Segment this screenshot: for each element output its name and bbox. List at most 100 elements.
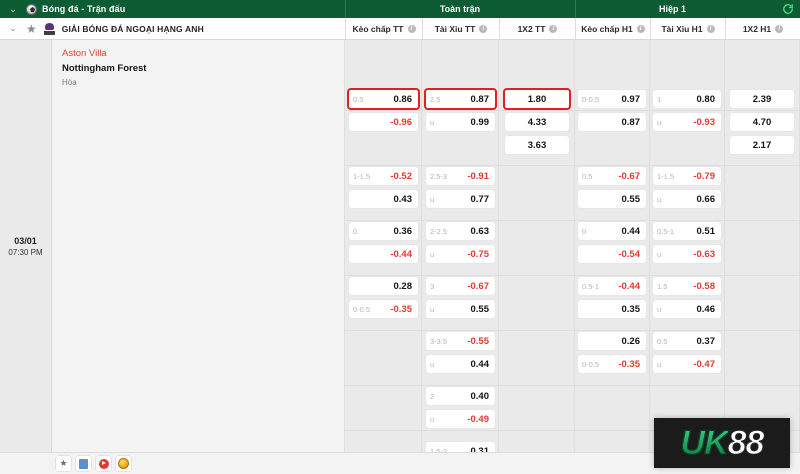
odds-cell-handicap-h1[interactable]: -0.54 <box>578 245 646 263</box>
refresh-icon[interactable] <box>782 3 794 15</box>
info-icon[interactable]: i <box>636 25 645 33</box>
odds-cell-handicap-h1[interactable]: 0.5 -0.67 <box>578 167 646 185</box>
info-icon[interactable]: i <box>775 25 784 33</box>
column-header-overunder-h1[interactable]: Tài Xỉu H1 i <box>650 18 725 40</box>
odds-cell-handicap-h1[interactable]: 0-0.5 -0.35 <box>578 355 646 373</box>
odds-value: 0.26 <box>621 335 641 347</box>
column-header-handicap-h1[interactable]: Kèo chấp H1 i <box>575 18 650 40</box>
odds-value: -0.35 <box>390 303 412 315</box>
info-icon[interactable]: i <box>706 25 715 33</box>
period-group-label: Toàn trận <box>439 4 481 14</box>
column-header-label: Kèo chấp TT <box>352 24 404 34</box>
league-header-row: ⌄ ★ GIẢI BÓNG ĐÁ NGOẠI HẠNG ANH Kèo chấp… <box>0 18 800 40</box>
odds-value: 2.39 <box>752 93 772 105</box>
odds-value: -0.79 <box>693 170 715 182</box>
column-header-1x2-ft[interactable]: 1X2 TT i <box>499 18 575 40</box>
odds-value: -0.63 <box>693 248 715 260</box>
odds-cell-handicap-ft[interactable]: 0.43 <box>349 190 418 208</box>
odds-cell-overunder-h1[interactable]: 1.5 -0.58 <box>653 277 721 295</box>
odds-cell-overunder-ft[interactable]: u 0.44 <box>426 355 495 373</box>
odds-cell-handicap-ft[interactable]: -0.96 <box>349 113 418 131</box>
odds-cell-overunder-ft[interactable]: u 0.99 <box>426 113 495 131</box>
odds-value: 4.70 <box>752 116 772 128</box>
odds-cell-1x2-h1[interactable]: 2.17 <box>730 136 794 154</box>
league-collapse-chevron-icon[interactable]: ⌄ <box>9 23 17 33</box>
stats-icon[interactable] <box>76 456 91 471</box>
odds-cell-handicap-h1[interactable]: 0.5-1 -0.44 <box>578 277 646 295</box>
odds-cell-1x2-h1[interactable]: 2.39 <box>730 90 794 108</box>
match-teams: Aston Villa Nottingham Forest Hòa <box>52 40 345 452</box>
odds-handicap-label: 0.5 <box>353 94 364 104</box>
odds-cell-handicap-h1[interactable]: 0.26 <box>578 332 646 350</box>
odds-value: -0.67 <box>618 170 640 182</box>
odds-handicap-label: 2-2.5 <box>430 226 448 236</box>
odds-handicap-label: 1.5-2 <box>430 446 448 456</box>
column-header-1x2-h1[interactable]: 1X2 H1 i <box>725 18 800 40</box>
odds-cell-handicap-h1[interactable]: 0-0.5 0.97 <box>578 90 646 108</box>
info-icon[interactable]: i <box>549 25 558 33</box>
odds-handicap-label: 1-1.5 <box>657 171 675 181</box>
watermark-text-88: 88 <box>727 423 765 462</box>
odds-cell-overunder-h1[interactable]: u -0.93 <box>653 113 721 131</box>
info-icon[interactable]: i <box>407 25 416 33</box>
odds-cell-overunder-ft[interactable]: u -0.49 <box>426 410 495 428</box>
odds-value: 0.35 <box>621 303 641 315</box>
odds-cell-1x2-ft[interactable]: 1.80 <box>505 90 569 108</box>
league-favorite-star-icon[interactable]: ★ <box>26 21 37 36</box>
odds-cell-1x2-h1[interactable]: 4.70 <box>730 113 794 131</box>
odds-column-handicap-h1 <box>575 40 650 452</box>
odds-cell-handicap-ft[interactable]: 0.5 0.86 <box>349 90 418 108</box>
odds-value: -0.49 <box>467 413 489 425</box>
odds-handicap-label: 2.5 <box>430 94 441 104</box>
odds-cell-overunder-ft[interactable]: 2-2.5 0.63 <box>426 222 495 240</box>
odds-cell-overunder-ft[interactable]: 2.5-3 -0.91 <box>426 167 495 185</box>
odds-cell-handicap-h1[interactable]: 0.35 <box>578 300 646 318</box>
coin-icon[interactable] <box>116 456 131 471</box>
odds-cell-overunder-h1[interactable]: u 0.66 <box>653 190 721 208</box>
sport-collapse-chevron-icon[interactable]: ⌄ <box>9 3 17 14</box>
odds-cell-overunder-ft[interactable]: u 0.55 <box>426 300 495 318</box>
info-icon[interactable]: i <box>479 25 488 33</box>
column-header-handicap-ft[interactable]: Kèo chấp TT i <box>345 18 422 40</box>
home-team-name[interactable]: Aston Villa <box>62 48 107 59</box>
match-datetime: 03/01 07:30 PM <box>0 40 52 452</box>
odds-cell-overunder-h1[interactable]: u -0.47 <box>653 355 721 373</box>
odds-cell-overunder-h1[interactable]: 0.5 0.37 <box>653 332 721 350</box>
odds-cell-1x2-ft[interactable]: 4.33 <box>505 113 569 131</box>
odds-cell-handicap-h1[interactable]: 0.55 <box>578 190 646 208</box>
odds-value: -0.55 <box>467 335 489 347</box>
odds-cell-overunder-ft[interactable]: 2.5 0.87 <box>426 90 495 108</box>
star-icon[interactable]: ★ <box>56 456 71 471</box>
odds-cell-overunder-h1[interactable]: 1 0.80 <box>653 90 721 108</box>
live-video-icon[interactable] <box>96 456 111 471</box>
odds-value: 0.28 <box>393 280 413 292</box>
column-header-overunder-ft[interactable]: Tài Xỉu TT i <box>422 18 499 40</box>
odds-handicap-label: 0-0.5 <box>353 304 371 314</box>
odds-handicap-label: u <box>430 117 435 127</box>
odds-cell-overunder-ft[interactable]: 3-3.5 -0.55 <box>426 332 495 350</box>
away-team-name[interactable]: Nottingham Forest <box>62 63 147 74</box>
odds-cell-overunder-ft[interactable]: 3 -0.67 <box>426 277 495 295</box>
odds-cell-overunder-h1[interactable]: u -0.63 <box>653 245 721 263</box>
odds-cell-overunder-h1[interactable]: 0.5-1 0.51 <box>653 222 721 240</box>
odds-handicap-label: u <box>430 359 435 369</box>
odds-column-overunder-h1 <box>650 40 725 452</box>
odds-cell-handicap-ft[interactable]: -0.44 <box>349 245 418 263</box>
odds-handicap-label: 1-1.5 <box>353 171 371 181</box>
odds-cell-overunder-ft[interactable]: u 0.77 <box>426 190 495 208</box>
odds-cell-1x2-ft[interactable]: 3.63 <box>505 136 569 154</box>
odds-cell-handicap-ft[interactable]: 0 0.36 <box>349 222 418 240</box>
odds-cell-overunder-ft[interactable]: 2 0.40 <box>426 387 495 405</box>
odds-cell-overunder-ft[interactable]: u -0.75 <box>426 245 495 263</box>
odds-cell-handicap-ft[interactable]: 0-0.5 -0.35 <box>349 300 418 318</box>
odds-cell-overunder-h1[interactable]: 1-1.5 -0.79 <box>653 167 721 185</box>
odds-cell-handicap-ft[interactable]: 0.28 <box>349 277 418 295</box>
odds-value: 0.55 <box>470 303 490 315</box>
league-badge-icon <box>43 22 55 35</box>
odds-cell-handicap-ft[interactable]: 1-1.5 -0.52 <box>349 167 418 185</box>
odds-cell-handicap-h1[interactable]: 0 0.44 <box>578 222 646 240</box>
odds-value: -0.47 <box>693 358 715 370</box>
odds-cell-overunder-h1[interactable]: u 0.46 <box>653 300 721 318</box>
odds-cell-handicap-h1[interactable]: 0.87 <box>578 113 646 131</box>
